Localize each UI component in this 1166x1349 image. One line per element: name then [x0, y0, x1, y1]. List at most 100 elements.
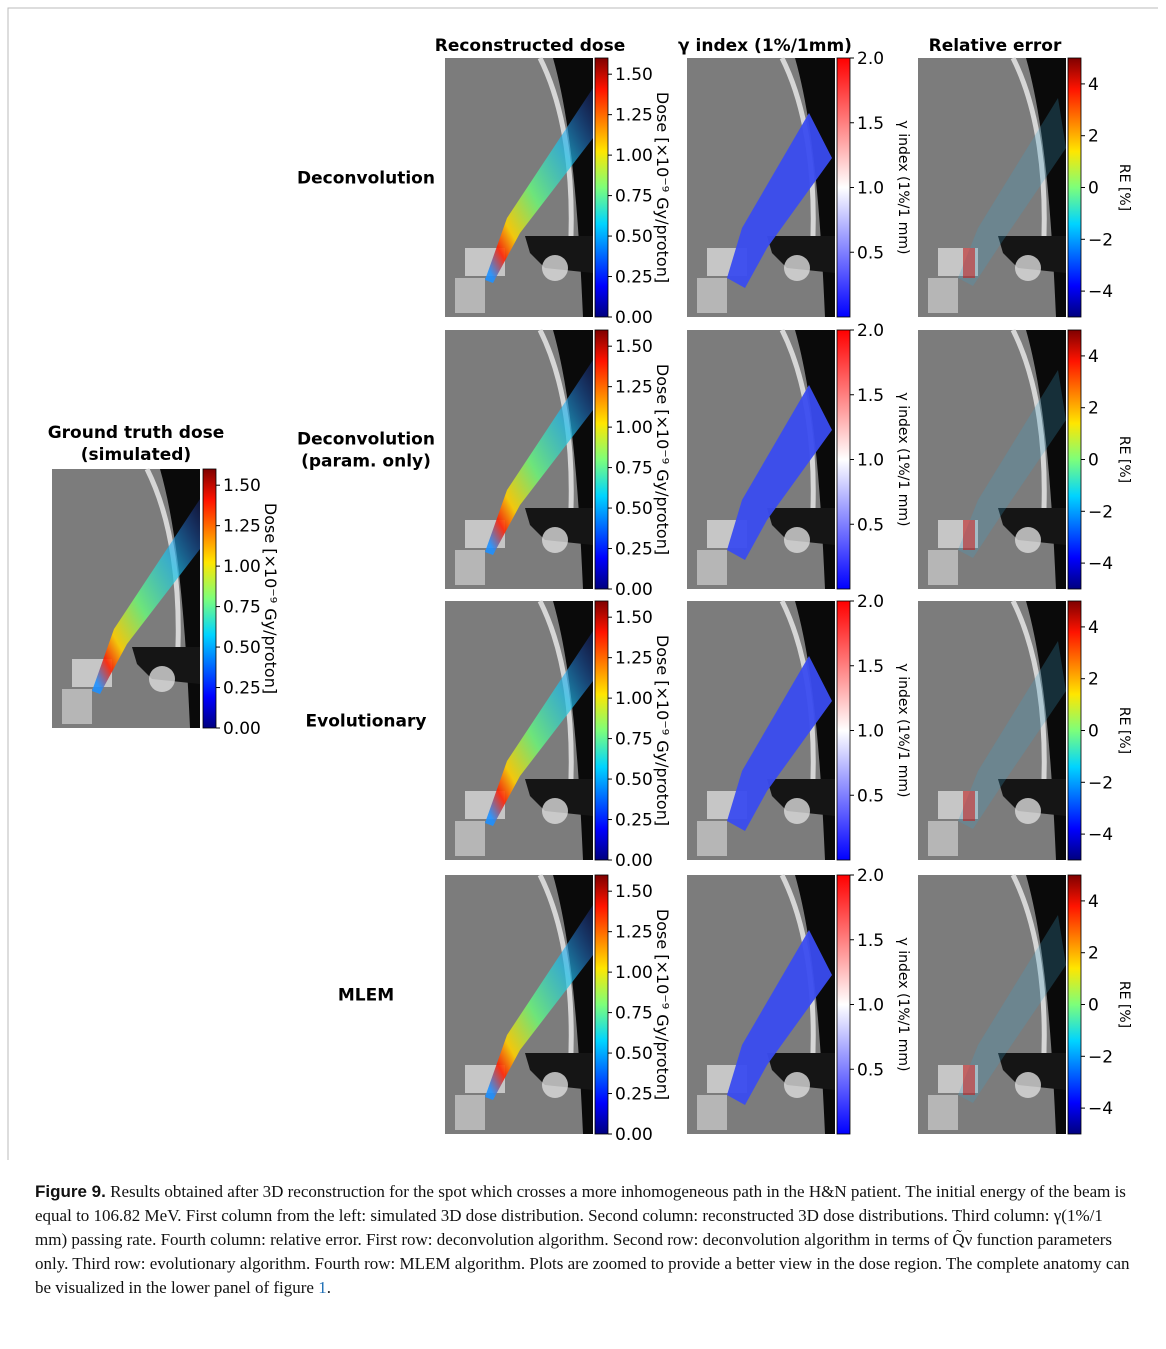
colorbar-tick-label: 0.50: [615, 1044, 653, 1064]
skull-bone: [1010, 599, 1047, 802]
bone-c: [784, 1072, 810, 1098]
colorbar-tick-label: 4: [1088, 892, 1099, 912]
colorbar-tick-label: 1.0: [857, 179, 884, 199]
re-spot: [963, 520, 975, 550]
colorbar-tick-label: 1.0: [857, 996, 884, 1016]
colorbar-tick-label: 1.5: [857, 114, 884, 134]
colorbar-label: γ index (1%/1 mm): [895, 938, 911, 1072]
colorbar-label: γ index (1%/1 mm): [895, 664, 911, 798]
colorbar-tick-label: 0.50: [615, 770, 653, 790]
dose-beam: [485, 88, 593, 283]
bone-b: [928, 1095, 958, 1130]
colorbar-tick-label: 2: [1088, 670, 1099, 690]
colorbar-tick-label: 0: [1088, 722, 1099, 742]
gamma-image: [687, 873, 835, 1134]
colorbar-tick-label: 0.25: [615, 540, 653, 560]
bone-c: [542, 527, 568, 553]
colorbar-tick-label: 0: [1088, 451, 1099, 471]
sinus: [767, 1053, 835, 1090]
sinus: [525, 508, 593, 545]
frame: [7, 7, 1158, 1160]
colorbar-tick-label: 0.25: [615, 268, 653, 288]
colorbar-tick-label: 0.75: [615, 730, 653, 750]
re-image: [918, 873, 1066, 1134]
colorbar-tick-label: 1.00: [615, 418, 653, 438]
colorbar-tick-label: 1.25: [615, 106, 653, 126]
colorbar-tick-label: −4: [1088, 554, 1113, 574]
gamma-region: [727, 930, 832, 1105]
bone-c: [784, 527, 810, 553]
colorbar-label: Dose [×10⁻⁹ Gy/proton]: [653, 92, 672, 283]
colorbar-label: Dose [×10⁻⁹ Gy/proton]: [653, 364, 672, 555]
colorbar-label: RE [%]: [1116, 436, 1132, 483]
colorbar-tick-label: 1.50: [615, 337, 653, 357]
colorbar-tick-label: 0.75: [615, 187, 653, 207]
re-image: [918, 599, 1066, 860]
caption-end: .: [326, 1278, 331, 1297]
colorbar-tick-label: −4: [1088, 1099, 1113, 1119]
dose-image: [52, 467, 200, 728]
gamma-region: [727, 113, 832, 288]
colorbar-tick-label: 0.50: [615, 227, 653, 247]
colorbar-label: Dose [×10⁻⁹ Gy/proton]: [261, 503, 280, 694]
re-overlay: [958, 915, 1066, 1103]
dose-colorbar: [594, 329, 609, 590]
dose-beam: [485, 905, 593, 1100]
colorbar-tick-label: −2: [1088, 773, 1113, 793]
sinus: [998, 236, 1066, 273]
figure: Reconstructed dose γ index (1%/1mm) Relati…: [7, 7, 1158, 1160]
colorbar-tick-label: 1.00: [615, 963, 653, 983]
caption-label: Figure 9.: [35, 1182, 106, 1201]
sinus: [525, 1053, 593, 1090]
bone-b: [455, 1095, 485, 1130]
bone-c: [149, 666, 175, 692]
figure-link[interactable]: 1: [318, 1278, 327, 1297]
colorbar-tick-label: 0.25: [615, 811, 653, 831]
colorbar-tick-label: 2.0: [857, 321, 884, 341]
colorbar-tick-label: 1.50: [223, 476, 261, 496]
dose-beam: [485, 631, 593, 826]
row-label: Deconvolution: [297, 430, 435, 450]
re-image: [918, 56, 1066, 317]
colorbar-tick-label: 2.0: [857, 592, 884, 612]
colorbar-tick-label: 2: [1088, 944, 1099, 964]
sinus: [998, 1053, 1066, 1090]
colorbar-label: γ index (1%/1 mm): [895, 121, 911, 255]
bone-b: [62, 689, 92, 724]
bone-b: [928, 550, 958, 585]
dose-beam: [92, 499, 200, 694]
colorbar-tick-label: 1.00: [223, 557, 261, 577]
colorbar-tick-label: 4: [1088, 618, 1099, 638]
colorbar-tick-label: 2.0: [857, 49, 884, 69]
re-colorbar: [1067, 329, 1082, 590]
colorbar-label: RE [%]: [1116, 981, 1132, 1028]
sinus: [767, 779, 835, 816]
colorbar-label: RE [%]: [1116, 707, 1132, 754]
bone-c: [542, 798, 568, 824]
colorbar-tick-label: 1.25: [615, 923, 653, 943]
colorbar-tick-label: 0.25: [615, 1085, 653, 1105]
gamma-image: [687, 328, 835, 589]
colorbar-tick-label: 0: [1088, 179, 1099, 199]
gamma-colorbar: [836, 329, 851, 590]
colorbar-tick-label: 4: [1088, 75, 1099, 95]
colorbar-tick-label: 1.25: [615, 649, 653, 669]
dose-beam: [485, 360, 593, 555]
bone-c: [784, 798, 810, 824]
colorbar-tick-label: −2: [1088, 502, 1113, 522]
dose-colorbar: [594, 600, 609, 861]
sinus: [132, 647, 200, 684]
bone-b: [697, 1095, 727, 1130]
dose-image: [445, 873, 593, 1134]
sinus: [767, 508, 835, 545]
colorbar-tick-label: 1.50: [615, 65, 653, 85]
colorbar-tick-label: 2.0: [857, 866, 884, 886]
bone-c: [542, 1072, 568, 1098]
colorbar-tick-label: 0.00: [615, 851, 653, 871]
bone-c: [784, 255, 810, 281]
re-colorbar: [1067, 874, 1082, 1135]
colorbar-label: γ index (1%/1 mm): [895, 393, 911, 527]
bone-c: [1015, 527, 1041, 553]
colorbar-tick-label: 0.50: [615, 499, 653, 519]
